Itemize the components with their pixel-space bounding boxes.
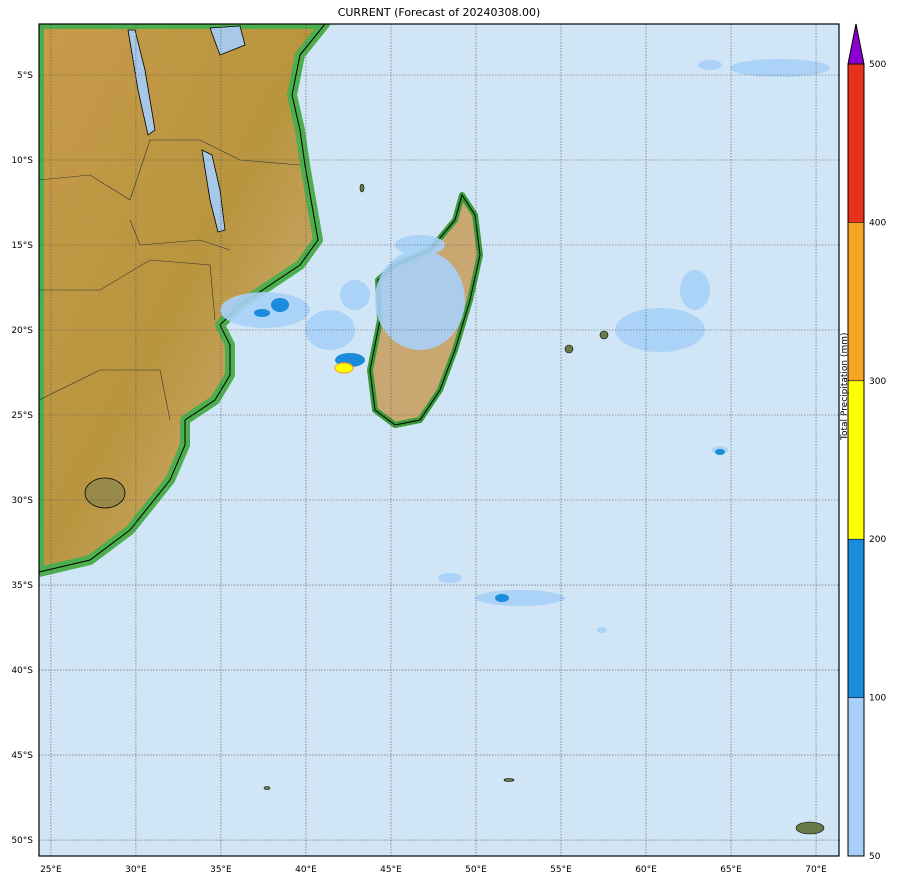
colorbar: 50 100 200 300 400 500 — [847, 23, 886, 862]
lat-tick-label: 20°S — [11, 326, 33, 336]
colorbar-segment — [848, 697, 864, 856]
colorbar-segment — [848, 380, 864, 540]
lon-tick-label: 55°E — [550, 865, 572, 875]
lon-tick-label: 40°E — [295, 865, 317, 875]
borders — [39, 139, 301, 421]
map-frame — [38, 23, 840, 857]
lat-tick-label: 25°S — [11, 411, 33, 421]
lake-malawi — [201, 149, 226, 233]
lon-tick-label: 25°E — [40, 865, 62, 875]
colorbar-tick-label: 100 — [869, 694, 886, 704]
colorbar-tick-label: 300 — [869, 377, 886, 387]
lat-tick-label: 40°S — [11, 666, 33, 676]
colorbar-segment — [848, 64, 864, 223]
lake-tanganyika — [127, 29, 156, 136]
axis-ticks: 25°E 30°E 35°E 40°E 45°E 50°E 55°E 60°E 65°E 70°E… — [11, 71, 827, 875]
lon-tick-label: 70°E — [805, 865, 827, 875]
colorbar-tick-label: 200 — [869, 535, 886, 545]
africa-coast — [39, 24, 326, 573]
colorbar-extend-arrow — [847, 23, 865, 65]
lat-tick-label: 10°S — [11, 156, 33, 166]
lat-tick-label: 35°S — [11, 581, 33, 591]
lat-tick-label: 30°S — [11, 496, 33, 506]
colorbar-label: Total Precipitation (mm) — [840, 332, 850, 440]
colorbar-tick-label: 400 — [869, 218, 886, 228]
lon-tick-label: 60°E — [635, 865, 657, 875]
colorbar-segment — [848, 222, 864, 381]
lat-tick-label: 45°S — [11, 751, 33, 761]
lat-tick-label: 15°S — [11, 241, 33, 251]
lon-tick-label: 35°E — [210, 865, 232, 875]
lake-victoria — [209, 25, 246, 56]
gridlines — [39, 24, 839, 856]
precip-heavy — [334, 362, 354, 374]
islands — [263, 183, 825, 835]
lat-tick-label: 50°S — [11, 836, 33, 846]
precip-light — [220, 59, 830, 633]
lon-tick-label: 30°E — [125, 865, 147, 875]
lon-tick-label: 65°E — [720, 865, 742, 875]
lon-tick-label: 50°E — [465, 865, 487, 875]
colorbar-segment — [848, 539, 864, 698]
map-title: CURRENT (Forecast of 20240308.00) — [337, 6, 541, 19]
colorbar-tick-label: 50 — [869, 852, 881, 862]
colorbar-tick-label: 500 — [869, 60, 886, 70]
lon-tick-label: 45°E — [380, 865, 402, 875]
lesotho — [84, 477, 126, 509]
lat-tick-label: 5°S — [17, 71, 33, 81]
